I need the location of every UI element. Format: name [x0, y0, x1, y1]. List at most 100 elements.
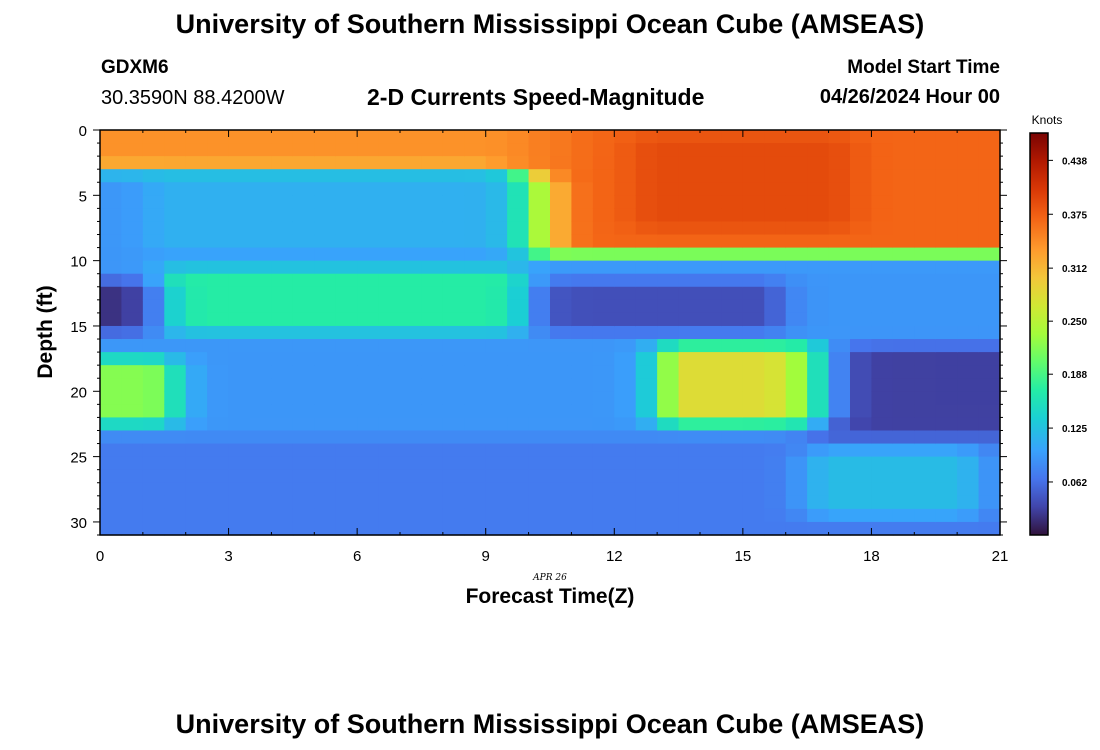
- heatmap-cell: [935, 365, 958, 379]
- heatmap-cell: [335, 404, 358, 419]
- heatmap-cell: [228, 299, 251, 314]
- heatmap-cell: [378, 143, 401, 157]
- heatmap-cell: [871, 312, 894, 327]
- heatmap-cell: [678, 325, 701, 340]
- heatmap-cell: [292, 260, 315, 275]
- heatmap-cell: [764, 247, 787, 262]
- x-tick-label: 6: [353, 548, 361, 565]
- heatmap-cell: [571, 208, 594, 223]
- heatmap-cell: [528, 443, 551, 458]
- heatmap-cell: [228, 260, 251, 275]
- heatmap-cell: [892, 521, 915, 536]
- heatmap-cell: [292, 521, 315, 536]
- heatmap-cell: [614, 365, 637, 379]
- heatmap-cell: [828, 208, 851, 223]
- heatmap-cell: [785, 521, 808, 536]
- heatmap-cell: [785, 130, 808, 144]
- heatmap-cell: [807, 208, 830, 223]
- heatmap-cell: [485, 182, 508, 196]
- heatmap-cell: [892, 299, 915, 314]
- heatmap-cell: [378, 391, 401, 405]
- heatmap-cell: [185, 430, 208, 445]
- heatmap-cell: [914, 182, 937, 196]
- heatmap-cell: [721, 247, 744, 262]
- heatmap-cell: [507, 208, 530, 223]
- heatmap-cell: [378, 273, 401, 288]
- heatmap-cell: [464, 378, 487, 392]
- heatmap-cell: [592, 443, 615, 458]
- heatmap-cell: [828, 195, 851, 209]
- heatmap-cell: [914, 260, 937, 275]
- heatmap-cell: [957, 378, 980, 392]
- heatmap-cell: [485, 247, 508, 262]
- heatmap-cell: [828, 143, 851, 157]
- heatmap-cell: [935, 430, 958, 445]
- heatmap-cell: [292, 365, 315, 379]
- heatmap-cell: [421, 352, 444, 366]
- heatmap-cell: [871, 417, 894, 432]
- heatmap-cell: [464, 156, 487, 170]
- heatmap-cell: [550, 273, 573, 288]
- heatmap-cell: [100, 417, 123, 432]
- heatmap-cell: [978, 195, 1001, 209]
- heatmap-cell: [592, 195, 615, 209]
- heatmap-cell: [592, 495, 615, 510]
- heatmap-cell: [164, 312, 187, 327]
- heatmap-cell: [550, 430, 573, 445]
- heatmap-cell: [164, 143, 187, 157]
- heatmap-cell: [871, 521, 894, 536]
- x-tick-label: 18: [863, 548, 880, 565]
- heatmap-cell: [957, 521, 980, 536]
- heatmap-cell: [678, 273, 701, 288]
- heatmap-cell: [614, 430, 637, 445]
- heatmap-cell: [721, 482, 744, 497]
- heatmap-cell: [592, 378, 615, 392]
- heatmap-cell: [507, 482, 530, 497]
- heatmap-cell: [228, 182, 251, 196]
- heatmap-cell: [550, 378, 573, 392]
- heatmap-cell: [507, 130, 530, 144]
- heatmap-cell: [742, 169, 765, 183]
- heatmap-cell: [914, 247, 937, 262]
- heatmap-cell: [614, 195, 637, 209]
- heatmap-cell: [635, 286, 658, 301]
- heatmap-cell: [764, 456, 787, 471]
- heatmap-cell: [550, 156, 573, 170]
- chart-subtitle: 2-D Currents Speed-Magnitude: [367, 84, 705, 110]
- heatmap-cell: [571, 508, 594, 523]
- heatmap-cell: [442, 521, 465, 536]
- heatmap-cell: [828, 469, 851, 484]
- heatmap-cell: [464, 130, 487, 144]
- heatmap-cell: [721, 430, 744, 445]
- heatmap-cell: [914, 143, 937, 157]
- heatmap-cell: [314, 273, 337, 288]
- heatmap-cell: [442, 195, 465, 209]
- heatmap-cell: [807, 469, 830, 484]
- heatmap-cell: [314, 443, 337, 458]
- heatmap-cell: [550, 417, 573, 432]
- heatmap-cell: [507, 260, 530, 275]
- heatmap-cell: [464, 495, 487, 510]
- heatmap-cell: [271, 430, 294, 445]
- heatmap-cell: [442, 391, 465, 405]
- heatmap-cell: [614, 286, 637, 301]
- heatmap-cell: [742, 391, 765, 405]
- heatmap-cell: [314, 482, 337, 497]
- heatmap-cell: [485, 508, 508, 523]
- heatmap-cell: [635, 182, 658, 196]
- heatmap-cell: [571, 130, 594, 144]
- heatmap-cell: [657, 299, 680, 314]
- heatmap-cell: [914, 508, 937, 523]
- heatmap-cell: [528, 430, 551, 445]
- heatmap-cell: [892, 143, 915, 157]
- heatmap-cell: [807, 182, 830, 196]
- heatmap-cell: [742, 365, 765, 379]
- heatmap-cell: [164, 456, 187, 471]
- heatmap-cell: [571, 469, 594, 484]
- heatmap-cell: [507, 495, 530, 510]
- heatmap-cell: [807, 443, 830, 458]
- heatmap-cell: [678, 156, 701, 170]
- heatmap-cell: [207, 456, 230, 471]
- heatmap-cell: [142, 378, 165, 392]
- heatmap-cell: [335, 482, 358, 497]
